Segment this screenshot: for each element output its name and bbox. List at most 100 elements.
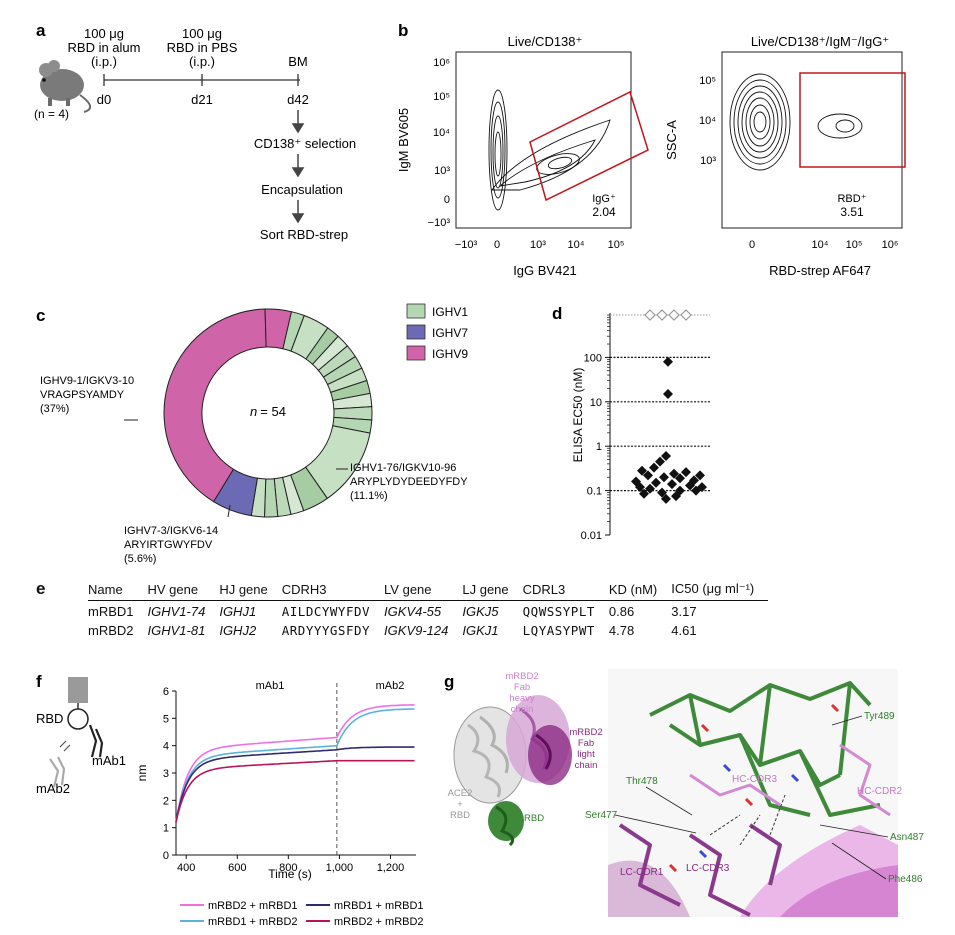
col-ic50: IC50 (μg ml⁻¹) (671, 578, 769, 601)
ec50-point-nr (680, 309, 692, 321)
svg-text:VRAGPSYAMDY: VRAGPSYAMDY (40, 389, 125, 401)
panel-b-label: b (398, 21, 408, 40)
legend-swatch-ighv1 (406, 303, 426, 319)
ec50-point (675, 473, 685, 484)
ec50-point (637, 465, 647, 476)
svg-text:0: 0 (494, 239, 500, 251)
svg-text:RBD: RBD (450, 810, 470, 821)
step-cd138: CD138⁺ selection (254, 136, 356, 151)
inj1-line3: (i.p.) (91, 54, 117, 69)
ec50-point (651, 477, 661, 488)
bli-xtick-label: 800 (279, 862, 297, 874)
svg-text:Tyr489: Tyr489 (864, 711, 895, 722)
svg-text:Ser477: Ser477 (585, 810, 618, 821)
bli-series-line (175, 704, 415, 823)
complex-overview (453, 695, 572, 847)
flow-right-xticks: 0 10⁴ 10⁵ 10⁶ (749, 239, 898, 251)
panel-d-label: d (552, 304, 562, 323)
svg-text:−10³: −10³ (455, 239, 478, 251)
legend-swatch-ighv9 (406, 345, 426, 361)
svg-text:Asn487: Asn487 (890, 832, 924, 843)
flow-right-xlabel: RBD-strep AF647 (769, 263, 871, 278)
ec50-point (655, 456, 665, 467)
svg-text:HC-CDR2: HC-CDR2 (857, 786, 902, 797)
bm-label: BM (288, 54, 308, 69)
panel-e-label: e (36, 579, 46, 598)
group-size: (n = 4) (34, 107, 69, 121)
svg-text:0: 0 (444, 194, 450, 206)
legend-ighv7: IGHV7 (432, 326, 468, 340)
phase-mab1: mAb1 (256, 680, 285, 692)
ec50-point (685, 480, 695, 491)
svg-text:IGHV9-1/IGKV3-10: IGHV9-1/IGKV3-10 (40, 375, 134, 387)
ec50-chart: 0.01 0.1 1 10 100 (581, 309, 710, 542)
flow-right-frame (721, 51, 903, 229)
ec50-tick-label: 0.01 (581, 530, 602, 542)
ec50-point (663, 388, 673, 399)
svg-text:heavy: heavy (509, 693, 535, 704)
bli-ytick-label: 0 (163, 850, 169, 862)
svg-text:10³: 10³ (700, 155, 716, 167)
donut-segment-ighv9 (163, 308, 267, 503)
donut-segment-ighv7 (212, 468, 258, 517)
ec50-point-nr (668, 309, 680, 321)
bli-xlabel: Time (s) (268, 867, 312, 881)
flow-arrows (291, 110, 305, 224)
svg-text:10⁶: 10⁶ (433, 57, 450, 69)
col-kd: KD (nM) (608, 578, 672, 601)
svg-text:10⁴: 10⁴ (568, 239, 585, 251)
svg-text:mRBD2 + mRBD1: mRBD2 + mRBD1 (208, 900, 298, 912)
ec50-point (667, 479, 677, 490)
col-lj: LJ gene (462, 578, 523, 601)
flow-right-ylabel: SSC-A (664, 120, 679, 160)
flow-left-title: Live/CD138⁺ (508, 34, 583, 49)
bli-series-line (175, 746, 415, 823)
bli-series-line (175, 759, 415, 823)
ec50-point-nr (644, 309, 656, 321)
residue-labels: Tyr489 HC-CDR2 HC-CDR3 Thr478 Ser477 Asn… (585, 711, 924, 885)
svg-text:LC-CDR3: LC-CDR3 (686, 863, 730, 874)
svg-text:mRBD2: mRBD2 (505, 671, 538, 682)
inj2-line3: (i.p.) (189, 54, 215, 69)
ec50-tick-label: 0.1 (587, 486, 602, 498)
svg-text:RBD: RBD (36, 711, 63, 726)
day0: d0 (97, 92, 111, 107)
bli-ytick-label: 4 (163, 741, 169, 753)
bli-xtick-label: 1,000 (326, 862, 354, 874)
flow-left-xticks: −10³ 0 10³ 10⁴ 10⁵ (455, 239, 625, 251)
flow-left-ylabel: IgM BV605 (396, 108, 411, 172)
svg-text:10⁵: 10⁵ (608, 239, 625, 251)
svg-text:(37%): (37%) (40, 403, 69, 415)
bli-ytick-label: 1 (163, 823, 169, 835)
gate-igg (529, 90, 649, 202)
svg-text:ARYPLYDYDEEDYFDY: ARYPLYDYDEEDYFDY (350, 476, 468, 488)
antibody-table: Name HV gene HJ gene CDRH3 LV gene LJ ge… (88, 578, 769, 639)
legend-swatch-ighv7 (406, 324, 426, 340)
svg-text:mRBD1 + mRBD2: mRBD1 + mRBD2 (208, 916, 298, 928)
bli-ytick-label: 5 (163, 713, 169, 725)
svg-text:ARYIRTGWYFDV: ARYIRTGWYFDV (124, 539, 213, 551)
flow-left-contours (488, 89, 611, 211)
table-header: Name HV gene HJ gene CDRH3 LV gene LJ ge… (88, 578, 769, 601)
svg-text:10⁴: 10⁴ (812, 239, 829, 251)
donut-legend: IGHV1 IGHV7 IGHV9 (406, 303, 468, 361)
bli-ytick-label: 2 (163, 795, 169, 807)
panel-a-label: a (36, 21, 46, 40)
flow-left-frame (455, 51, 632, 229)
donut-center: n = 54 (250, 404, 286, 419)
inj1-line1: 100 μg (84, 26, 124, 41)
flow-right-title: Live/CD138⁺/IgM⁻/IgG⁺ (751, 34, 889, 49)
col-hj: HJ gene (219, 578, 282, 601)
legend-ighv1: IGHV1 (432, 305, 468, 319)
svg-text:LC-CDR1: LC-CDR1 (620, 867, 664, 878)
svg-text:chain: chain (511, 704, 534, 715)
ec50-point (663, 356, 673, 367)
inj1-line2: RBD in alum (68, 40, 141, 55)
ec50-point (695, 470, 705, 481)
step-sort: Sort RBD-strep (260, 227, 348, 242)
flow-left-xlabel: IgG BV421 (513, 263, 577, 278)
svg-text:mRBD1 + mRBD1: mRBD1 + mRBD1 (334, 900, 424, 912)
interface-closeup (608, 669, 898, 917)
col-hv: HV gene (147, 578, 220, 601)
ec50-point (661, 493, 671, 504)
